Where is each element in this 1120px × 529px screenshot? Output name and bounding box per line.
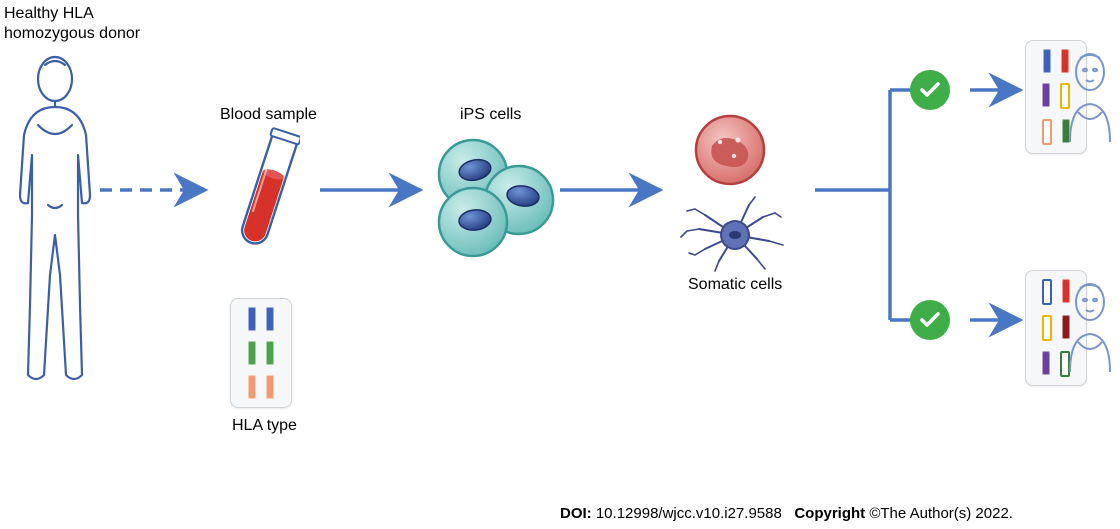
copyright-value: ©The Author(s) 2022. xyxy=(869,505,1013,522)
blood-tube-icon xyxy=(230,125,300,275)
check-icon xyxy=(918,308,942,332)
copyright-label: Copyright xyxy=(794,505,865,522)
red-blood-cell-icon xyxy=(690,110,770,190)
hla-type-card-donor xyxy=(230,298,292,408)
donor-label: Healthy HLA homozygous donor xyxy=(4,4,140,44)
recipient-b-figure xyxy=(1060,280,1120,375)
ips-cells-icon xyxy=(425,130,565,260)
ips-cells-label: iPS cells xyxy=(460,105,521,125)
hla-type-label: HLA type xyxy=(232,416,297,436)
doi-value: 10.12998/wjcc.v10.i27.9588 xyxy=(596,505,782,522)
donor-figure xyxy=(10,55,100,385)
blood-sample-label: Blood sample xyxy=(220,105,317,125)
doi-label: DOI: xyxy=(560,505,592,522)
check-icon xyxy=(918,78,942,102)
match-check-b xyxy=(910,300,950,340)
recipient-a-figure xyxy=(1060,50,1120,145)
flow-arrows xyxy=(0,0,1120,529)
match-check-a xyxy=(910,70,950,110)
figure-footer: DOI: 10.12998/wjcc.v10.i27.9588 Copyrigh… xyxy=(560,505,1013,522)
neuron-icon xyxy=(670,190,800,280)
